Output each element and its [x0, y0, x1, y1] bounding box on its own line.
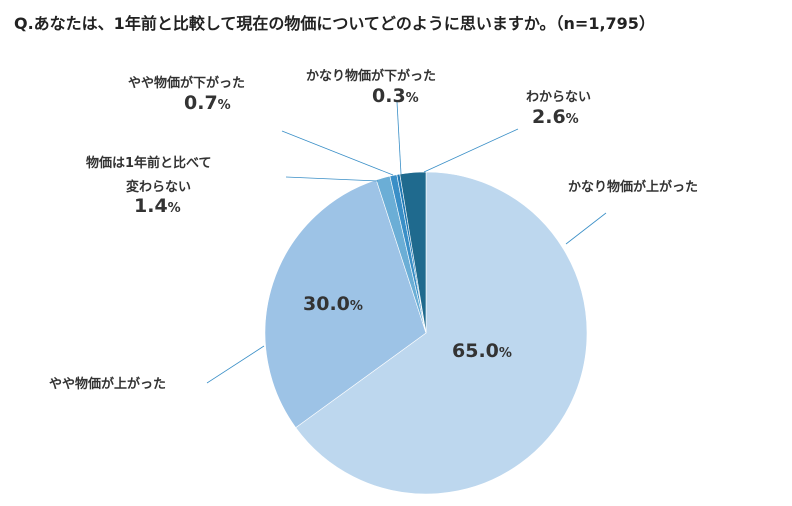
leader-greatly-down: [396, 101, 402, 175]
leader-unknown: [423, 128, 519, 173]
leader-slightly-up: [206, 345, 265, 384]
slice-unknown: [399, 171, 427, 334]
label-greatly-down: かなり物価が下がった 0.3%: [306, 69, 437, 107]
label-slightly-up: やや物価が上がった: [49, 377, 167, 392]
label-slightly-down: やや物価が下がった 0.7%: [128, 76, 246, 114]
label-greatly-up: かなり物価が上がった: [568, 180, 699, 195]
value-greatly-up: 65.0%: [452, 340, 512, 362]
leader-unchanged: [285, 176, 379, 182]
leader-greatly-up: [565, 212, 607, 245]
leader-slightly-down: [281, 130, 394, 176]
slice-greatly-up: [295, 171, 588, 495]
value-slightly-up: 30.0%: [303, 293, 363, 315]
chart-title: Q.あなたは、1年前と比較して現在の物価についてどのように思いますか。（n=1,…: [14, 14, 655, 33]
slice-slightly-up: [264, 179, 427, 429]
label-unchanged: 物価は1年前と比べて 変わらない 1.4%: [86, 156, 212, 218]
label-unknown: わからない 2.6%: [526, 90, 592, 128]
leader-lines: [206, 101, 607, 384]
pie-slices: [264, 171, 588, 495]
